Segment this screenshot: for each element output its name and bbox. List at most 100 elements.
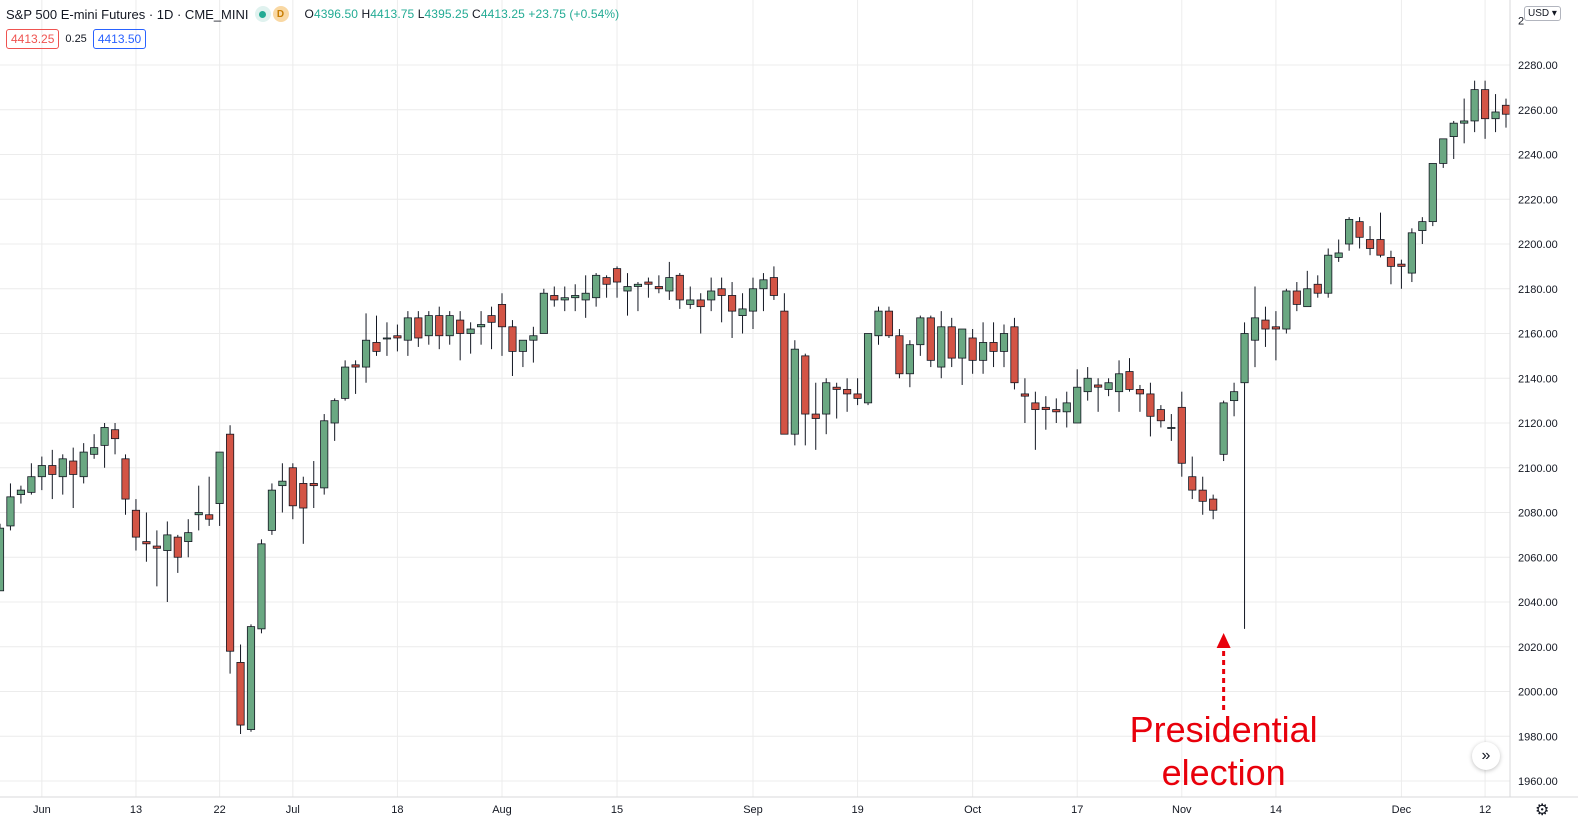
high-label: H <box>361 7 371 21</box>
x-tick-label: 13 <box>130 804 142 816</box>
candle-body <box>372 342 381 352</box>
scroll-to-realtime-button[interactable]: » <box>1472 742 1500 770</box>
candle-body <box>1167 427 1176 429</box>
candle-body <box>267 489 276 531</box>
candle-body <box>874 310 883 337</box>
candle-body <box>654 286 663 290</box>
candles-layer <box>0 80 1511 735</box>
candle-body <box>37 465 46 478</box>
currency-selector[interactable]: USD ▾ <box>1524 6 1561 21</box>
candle-body <box>1062 402 1071 413</box>
candle-body <box>1114 373 1124 393</box>
candle-body <box>246 626 256 730</box>
x-tick-label: 17 <box>1071 804 1083 816</box>
sell-price-button[interactable]: 4413.25 <box>6 29 60 49</box>
buy-price-button[interactable]: 4413.50 <box>92 29 147 49</box>
candle-body <box>612 268 622 283</box>
y-tick-label: 2220.00 <box>1518 194 1558 206</box>
candle-body <box>1397 263 1406 267</box>
candle-body <box>487 315 496 323</box>
x-tick-label: 19 <box>851 804 863 816</box>
candle-body <box>529 335 538 341</box>
candle-body <box>1376 239 1385 256</box>
y-tick-label: 2260.00 <box>1518 105 1558 117</box>
candle-body <box>1345 218 1354 245</box>
candle-body <box>1501 104 1511 115</box>
candle-body <box>728 295 737 312</box>
candle-body <box>142 541 151 545</box>
candle-body <box>623 286 632 292</box>
candle-body <box>780 310 789 435</box>
candle-body <box>456 319 465 334</box>
candle-body <box>163 534 172 551</box>
candle-body <box>445 315 454 337</box>
double-chevron-right-icon: » <box>1481 747 1491 764</box>
candle-body <box>1073 386 1082 424</box>
candle-body <box>884 310 894 337</box>
candle-body <box>257 543 266 630</box>
candle-body <box>769 277 778 296</box>
x-tick-label: Jul <box>286 804 300 816</box>
candle-body <box>1230 391 1239 402</box>
candle-body <box>759 279 768 290</box>
candle-body <box>1146 393 1155 417</box>
candle-body <box>497 304 507 328</box>
candle-body <box>382 337 392 340</box>
candle-body <box>1177 406 1186 464</box>
candle-body <box>69 460 78 475</box>
candle-body <box>393 335 402 339</box>
delayed-data-badge[interactable]: D <box>272 6 289 22</box>
annotation-text-line1: Presidential <box>1130 709 1318 750</box>
candle-body <box>205 514 214 520</box>
x-tick-label: 15 <box>611 804 623 816</box>
candle-body <box>403 317 412 341</box>
candle-body <box>1010 326 1019 384</box>
candle-body <box>100 427 109 446</box>
candle-body <box>905 344 914 375</box>
spread-value: 0.25 <box>65 33 87 45</box>
candle-body <box>1156 409 1165 422</box>
candle-body <box>48 465 57 475</box>
x-tick-label: 12 <box>1479 804 1491 816</box>
y-tick-label: 2040.00 <box>1518 597 1558 609</box>
candle-body <box>999 333 1009 352</box>
candle-body <box>1083 377 1092 393</box>
candle-body <box>1094 384 1103 388</box>
y-tick-label: 2000.00 <box>1518 687 1558 699</box>
y-tick-label: 1980.00 <box>1518 731 1558 743</box>
grid-lines <box>0 0 1510 797</box>
candle-body <box>748 288 758 312</box>
market-status-icon[interactable] <box>254 6 271 22</box>
candle-body <box>895 335 904 375</box>
symbol-title[interactable]: S&P 500 E-mini Futures · 1D · CME_MINI <box>6 6 249 22</box>
y-tick-label: 2100.00 <box>1518 463 1558 475</box>
candle-body <box>790 348 799 435</box>
candle-body <box>58 458 67 478</box>
candle-body <box>361 339 371 368</box>
y-tick-label: 2180.00 <box>1518 284 1558 296</box>
candle-body <box>1481 89 1490 120</box>
x-tick-label: Nov <box>1172 804 1192 816</box>
candle-body <box>1439 138 1448 164</box>
candle-body <box>811 413 820 419</box>
candle-body <box>1271 326 1280 330</box>
candle-body <box>1135 389 1145 395</box>
candle-body <box>822 382 831 415</box>
high-value: 4413.75 <box>370 7 415 21</box>
candle-body <box>1261 319 1270 330</box>
candle-body <box>958 328 967 359</box>
candle-body <box>508 326 517 352</box>
candle-body <box>707 290 716 301</box>
low-value: 4395.25 <box>424 7 469 21</box>
candle-body <box>1031 402 1040 410</box>
bid-ask-panel: 4413.25 0.25 4413.50 <box>6 29 147 49</box>
candle-body <box>466 328 475 334</box>
candle-body <box>414 317 423 339</box>
gear-icon[interactable]: ⚙ <box>1535 802 1550 819</box>
change-value: +23.75 (+0.54%) <box>528 7 620 21</box>
y-tick-label: 2080.00 <box>1518 508 1558 520</box>
candle-body <box>571 295 580 299</box>
candle-body <box>863 333 873 404</box>
